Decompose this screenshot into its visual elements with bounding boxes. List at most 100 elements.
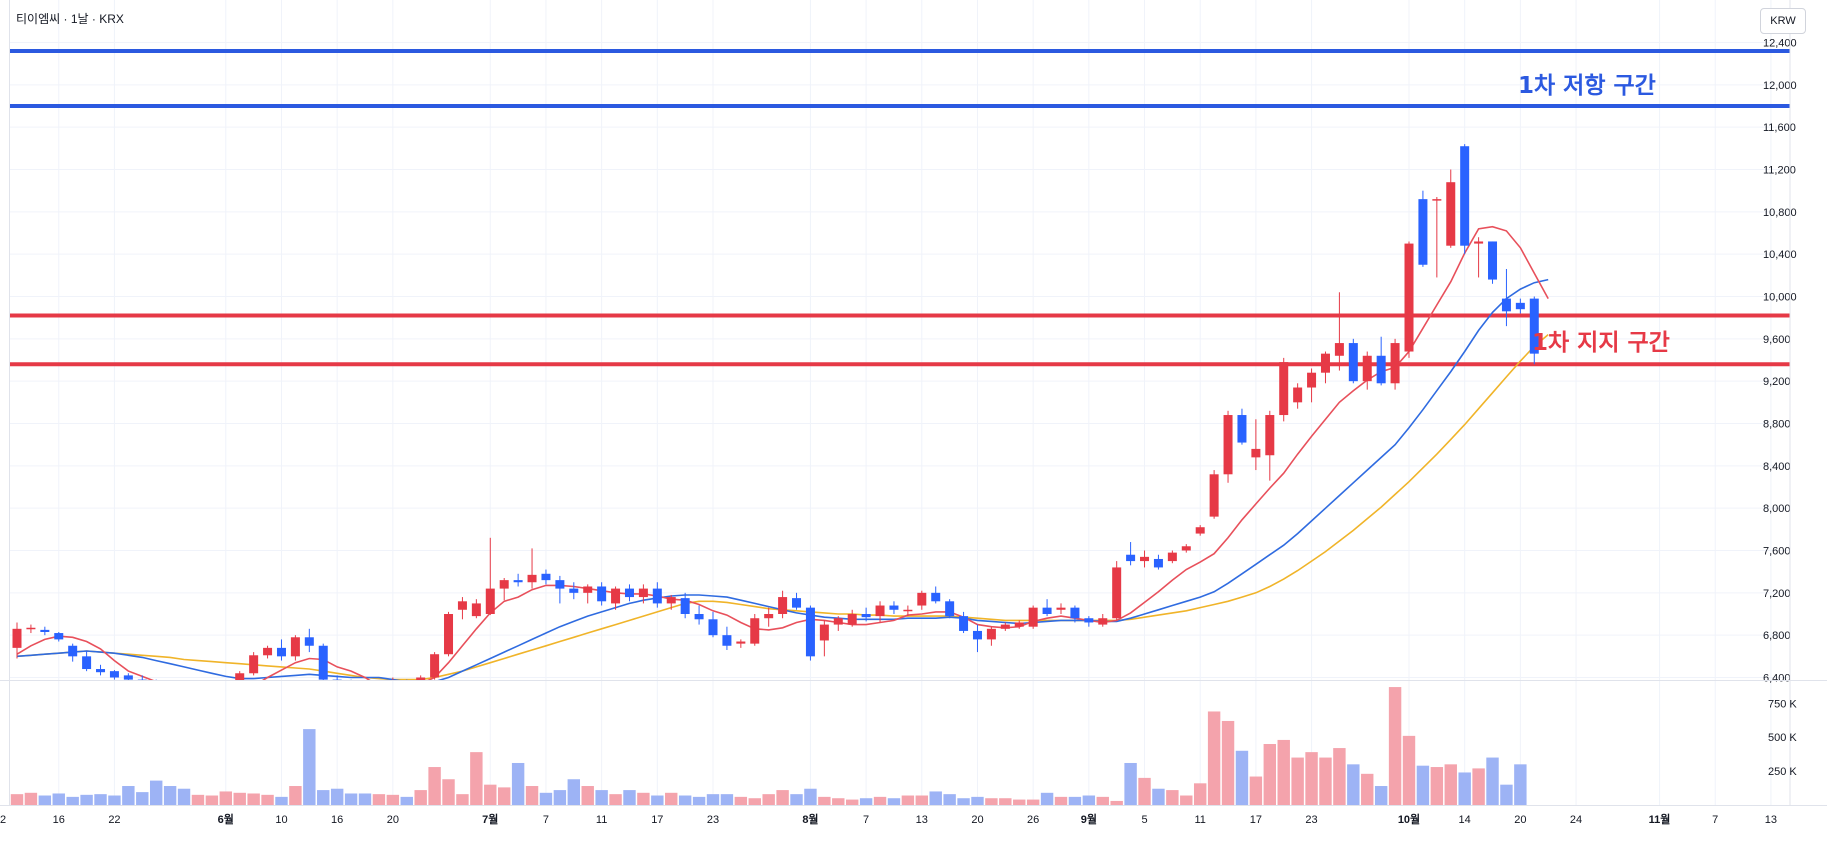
volume-bar (1040, 792, 1054, 805)
candle-body (569, 588, 579, 593)
volume-bar (122, 786, 135, 805)
time-tick-label: 11월 (1649, 812, 1671, 826)
candle-body (1376, 355, 1386, 384)
price-tick-label: 8,800 (1763, 419, 1791, 431)
candle-body (527, 574, 537, 583)
price-tick-label: 6,800 (1763, 630, 1791, 642)
volume-bar (1193, 783, 1207, 805)
price-tick-label: 12,400 (1763, 38, 1797, 50)
volume-bar (1110, 800, 1123, 805)
volume-bar (692, 796, 706, 805)
volume-bar (456, 794, 469, 805)
time-tick-label: 23 (707, 814, 719, 826)
price-tick-label: 8,400 (1763, 461, 1791, 473)
price-tick-label: 12,000 (1763, 80, 1797, 92)
candle-body (513, 580, 523, 583)
currency-button[interactable]: KRW (1760, 8, 1806, 34)
time-tick-label: 7 (863, 814, 869, 826)
candle-body (1432, 199, 1442, 201)
volume-bar (400, 796, 413, 805)
volume-bar (790, 794, 803, 805)
candle-body (680, 598, 690, 614)
candle-body (68, 645, 78, 657)
candle-body (1529, 298, 1539, 354)
candle-body (430, 654, 440, 678)
candle-body (290, 637, 300, 657)
volume-bar (637, 792, 650, 805)
volume-bar (1319, 757, 1332, 805)
volume-bar (1054, 796, 1068, 805)
volume-bar (1221, 720, 1235, 805)
candle-body (1070, 607, 1080, 619)
candle-body (249, 655, 259, 674)
volume-bar (1500, 784, 1513, 805)
candle-body (12, 628, 22, 648)
ma5-line (16, 225, 1549, 680)
candle-body (1195, 527, 1205, 534)
volume-bar (344, 793, 358, 805)
volume-bar (1207, 711, 1221, 805)
volume-bar (1291, 757, 1304, 805)
candle-body (1362, 355, 1372, 382)
candle-body (875, 605, 885, 617)
volume-bar (1096, 796, 1109, 805)
volume-bar (567, 779, 581, 805)
candle-body (1042, 607, 1052, 614)
volume-bar (818, 796, 831, 805)
volume-bar (832, 798, 845, 805)
price-tick-label: 7,200 (1763, 588, 1791, 600)
volume-bar (525, 786, 539, 805)
time-tick-label: 9월 (1081, 812, 1097, 826)
symbol-header[interactable]: 티이엠씨 · 1날 · KRX (16, 10, 124, 27)
volume-bar (1361, 773, 1374, 805)
candle-body (416, 677, 426, 680)
candle-body (931, 592, 941, 602)
candle-body (1390, 343, 1400, 384)
volume-bar (163, 786, 177, 805)
volume-bar (303, 729, 316, 805)
volume-bar (1305, 752, 1318, 805)
volume-bar (1514, 764, 1527, 805)
time-tick-label: 24 (1570, 814, 1582, 826)
time-tick-label: 26 (1027, 814, 1039, 826)
candle-body (318, 645, 328, 680)
time-tick-label: 11 (596, 814, 607, 826)
candle-body (109, 671, 119, 678)
header-separator: · (91, 12, 96, 26)
volume-bar (915, 795, 929, 805)
candle-body (304, 637, 314, 646)
candle-body (54, 633, 64, 640)
candle-body (361, 688, 370, 692)
price-tick-label: 10,800 (1763, 207, 1797, 219)
volume-bar (595, 790, 608, 805)
time-tick-label: 2 (0, 814, 6, 826)
candle-body (1488, 241, 1498, 280)
candle-body (137, 679, 147, 680)
volume-tick-label: 750 K (1768, 698, 1797, 710)
time-tick-label: 20 (387, 814, 399, 826)
candle-body (1279, 362, 1289, 416)
candle-body (611, 588, 621, 604)
candle-body (485, 588, 495, 614)
candle-body (1126, 554, 1136, 562)
candle-body (889, 605, 899, 610)
time-tick-label: 7 (543, 814, 549, 826)
candle-body (347, 684, 356, 688)
candle-body (499, 580, 509, 589)
candle-body (1084, 618, 1094, 623)
candle-body (972, 630, 982, 640)
candle-body (847, 614, 857, 625)
volume-bar (511, 762, 525, 805)
volume-bar (386, 794, 400, 805)
volume-bar (52, 793, 65, 805)
candle-body (374, 688, 383, 692)
time-tick-label: 17 (1250, 814, 1262, 826)
volume-bar (1166, 790, 1179, 805)
resistance-annotation: 1차 저항 구간 (1518, 73, 1656, 99)
volume-bar (985, 798, 998, 805)
candle-body (541, 573, 551, 581)
time-tick-label: 6월 (218, 812, 234, 826)
candle-body (708, 619, 718, 636)
volume-bar (553, 790, 567, 805)
